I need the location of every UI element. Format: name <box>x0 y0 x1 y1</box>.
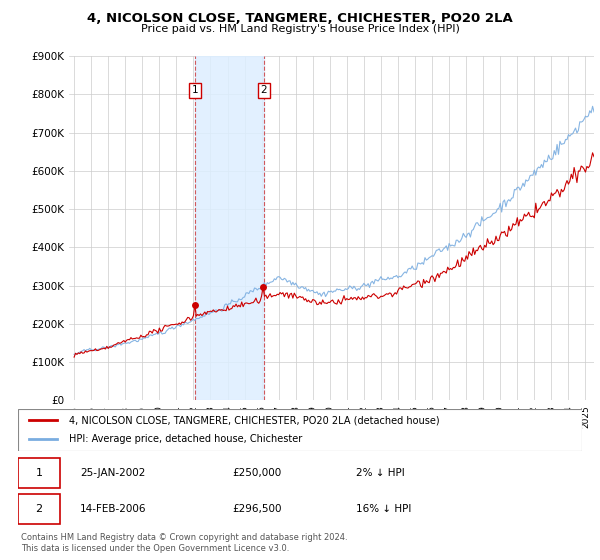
Text: 2: 2 <box>260 86 267 95</box>
Text: 2% ↓ HPI: 2% ↓ HPI <box>356 468 405 478</box>
Bar <box>195 56 263 400</box>
Text: 2: 2 <box>35 504 43 514</box>
Text: 16% ↓ HPI: 16% ↓ HPI <box>356 504 412 514</box>
Text: Contains HM Land Registry data © Crown copyright and database right 2024.
This d: Contains HM Land Registry data © Crown c… <box>21 533 347 553</box>
Text: HPI: Average price, detached house, Chichester: HPI: Average price, detached house, Chic… <box>69 435 302 445</box>
Text: Price paid vs. HM Land Registry's House Price Index (HPI): Price paid vs. HM Land Registry's House … <box>140 24 460 34</box>
Text: 4, NICOLSON CLOSE, TANGMERE, CHICHESTER, PO20 2LA: 4, NICOLSON CLOSE, TANGMERE, CHICHESTER,… <box>87 12 513 25</box>
Text: £296,500: £296,500 <box>232 504 282 514</box>
FancyBboxPatch shape <box>18 458 60 488</box>
Text: £250,000: £250,000 <box>232 468 281 478</box>
Text: 25-JAN-2002: 25-JAN-2002 <box>80 468 145 478</box>
Text: 4, NICOLSON CLOSE, TANGMERE, CHICHESTER, PO20 2LA (detached house): 4, NICOLSON CLOSE, TANGMERE, CHICHESTER,… <box>69 415 439 425</box>
Text: 1: 1 <box>191 86 198 95</box>
Text: 1: 1 <box>35 468 43 478</box>
FancyBboxPatch shape <box>18 494 60 524</box>
Text: 14-FEB-2006: 14-FEB-2006 <box>80 504 146 514</box>
